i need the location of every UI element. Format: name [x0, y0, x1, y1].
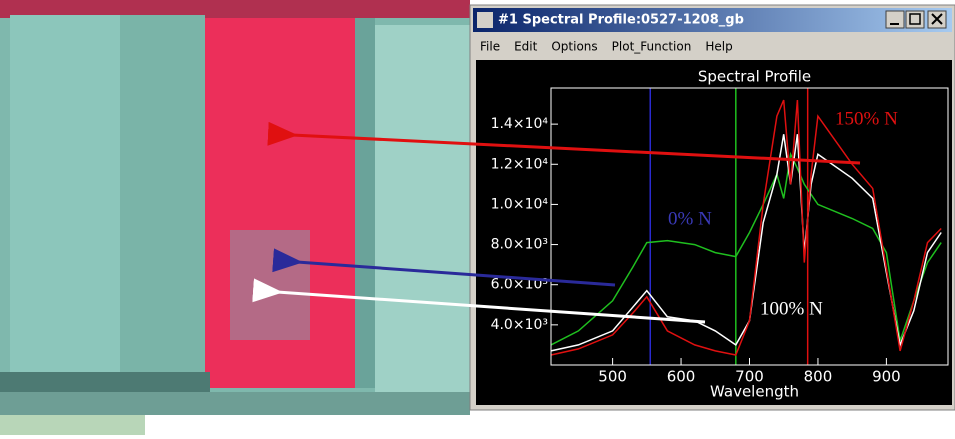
arrow: [267, 121, 861, 165]
minimize-button[interactable]: [885, 10, 905, 29]
plot: Spectral Profile Wavelength 4.0×10³ 6.0×10³…: [491, 68, 949, 401]
annotation: 0% N: [668, 208, 712, 229]
y-tick-label: 1.4×10⁴: [491, 116, 549, 132]
window-title: #1 Spectral Profile:0527-1208_gb: [498, 13, 744, 28]
x-tick-label: 700: [735, 368, 764, 386]
arrow: [252, 278, 706, 324]
menu-item[interactable]: Help: [705, 40, 732, 54]
menu-item[interactable]: Plot_Function: [612, 40, 692, 54]
y-tick-label: 8.0×10³: [491, 237, 548, 253]
series-line: [550, 151, 942, 346]
arrow: [272, 248, 616, 287]
x-axis-label: Wavelength: [710, 383, 799, 401]
menu-bar: File Edit Options Plot_Function Help: [480, 40, 733, 54]
plot-frame: [550, 87, 949, 366]
chart-title: Spectral Profile: [698, 68, 811, 86]
annotation: 100% N: [760, 298, 823, 319]
icon: [931, 13, 943, 25]
y-tick-label: 4.0×10³: [491, 317, 548, 333]
window-buttons[interactable]: [885, 10, 947, 29]
y-tick-label: 1.0×10⁴: [491, 196, 549, 212]
aerial-image: [0, 0, 470, 435]
icon: [909, 13, 921, 25]
annotation: 150% N: [835, 108, 898, 129]
menu-item[interactable]: Edit: [514, 40, 538, 54]
plot-panel: [476, 60, 952, 405]
y-tick-label: 6.0×10³: [491, 277, 548, 293]
menu-item[interactable]: File: [480, 40, 500, 54]
series-line: [550, 99, 942, 356]
title-bar: [473, 8, 952, 32]
x-tick-label: 800: [804, 368, 833, 386]
menu-item[interactable]: Options: [551, 40, 597, 54]
x-tick-label: 500: [598, 368, 627, 386]
y-tick-label: 1.2×10⁴: [491, 156, 549, 172]
x-tick-label: 600: [667, 368, 696, 386]
window-icon: [477, 12, 493, 28]
x-tick-label: 900: [872, 368, 901, 386]
